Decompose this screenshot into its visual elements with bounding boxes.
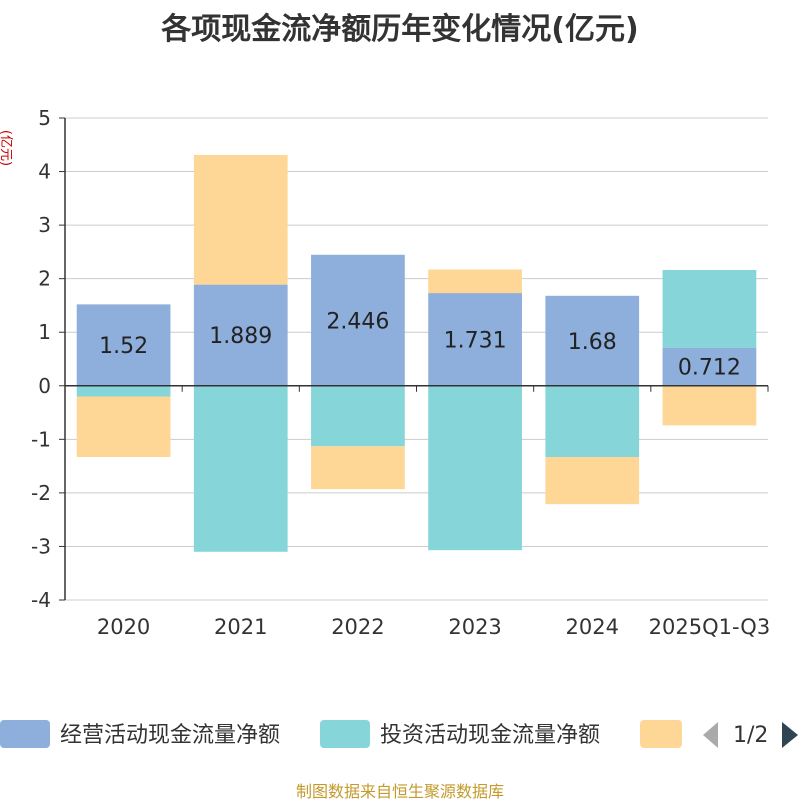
x-tick-label: 2025Q1-Q3	[649, 615, 771, 639]
axes	[64, 118, 769, 600]
data-label: 2.446	[326, 309, 389, 334]
y-tick-label: 3	[38, 213, 51, 237]
x-tick-label: 2020	[97, 615, 150, 639]
legend-label-investing: 投资活动现金流量净额	[380, 723, 600, 748]
gridlines	[65, 117, 768, 601]
y-tick-label: -3	[31, 534, 51, 558]
source-note: 制图数据来自恒生聚源数据库	[295, 782, 504, 801]
y-tick-label: -1	[31, 427, 51, 451]
bar-2022-series-1[interactable]	[311, 385, 405, 447]
data-label: 1.52	[99, 334, 148, 359]
data-label: 1.68	[568, 330, 617, 355]
bar-2023-series-0[interactable]	[428, 293, 522, 386]
y-tick-label: 0	[38, 374, 51, 398]
legend-swatch-financing	[640, 720, 682, 748]
bar-2021-series-1[interactable]	[193, 385, 288, 552]
bar-2025Q1-Q3-series-1[interactable]	[662, 269, 757, 348]
y-tick-label: -4	[31, 588, 51, 612]
bars	[76, 155, 757, 552]
bar-2025Q1-Q3-series-2[interactable]	[662, 385, 757, 426]
bar-2024-series-2[interactable]	[545, 457, 640, 505]
data-label: 1.731	[444, 328, 507, 353]
legend-swatch-operating	[0, 720, 50, 748]
legend-item-operating[interactable]: 经营活动现金流量净额	[0, 720, 280, 748]
x-tick-label: 2021	[214, 615, 267, 639]
y-axis-title: (亿元)	[0, 130, 13, 166]
chart-title: 各项现金流净额历年变化情况(亿元)	[161, 12, 639, 47]
bar-2020-series-1[interactable]	[76, 385, 171, 397]
bar-2023-series-1[interactable]	[428, 385, 522, 551]
y-tick-label: 2	[38, 267, 51, 291]
x-tick-label: 2022	[331, 615, 384, 639]
legend-page-indicator: 1/2	[733, 723, 768, 748]
bar-2022-series-0[interactable]	[311, 254, 405, 386]
bar-2020-series-2[interactable]	[76, 396, 171, 458]
x-tick-label: 2024	[566, 615, 619, 639]
bar-2021-series-0[interactable]	[193, 284, 288, 386]
bar-2023-series-2[interactable]	[428, 269, 522, 294]
legend: 经营活动现金流量净额 投资活动现金流量净额 1/2	[0, 720, 798, 748]
data-label: 0.712	[678, 356, 741, 381]
y-tick-label: 5	[38, 106, 51, 130]
bar-2020-series-0[interactable]	[76, 304, 171, 386]
data-label: 1.889	[209, 324, 272, 349]
x-tick-label: 2023	[448, 615, 501, 639]
legend-item-investing[interactable]: 投资活动现金流量净额	[320, 720, 600, 748]
bar-2025Q1-Q3-series-0[interactable]	[662, 347, 757, 386]
bar-2024-series-1[interactable]	[545, 385, 640, 458]
legend-prev-page-icon[interactable]	[703, 722, 718, 748]
bar-2021-series-2[interactable]	[193, 155, 288, 285]
bar-2024-series-0[interactable]	[545, 295, 640, 386]
legend-item-financing[interactable]	[640, 720, 682, 748]
y-tick-label: 1	[38, 320, 51, 344]
legend-label-operating: 经营活动现金流量净额	[60, 723, 280, 748]
data-labels: 1.52 1.889 2.446 1.731 1.68 0.712	[99, 309, 741, 380]
tick-labels: 5 4 3 2 1 0 -1 -2 -3 -4 2020 2021 2022 2023 2024 2025Q1…	[31, 106, 770, 639]
legend-next-page-icon[interactable]	[782, 722, 798, 748]
y-tick-label: 4	[38, 160, 51, 184]
legend-swatch-investing	[320, 720, 370, 748]
y-tick-label: -2	[31, 481, 51, 505]
bar-2022-series-2[interactable]	[311, 446, 405, 490]
